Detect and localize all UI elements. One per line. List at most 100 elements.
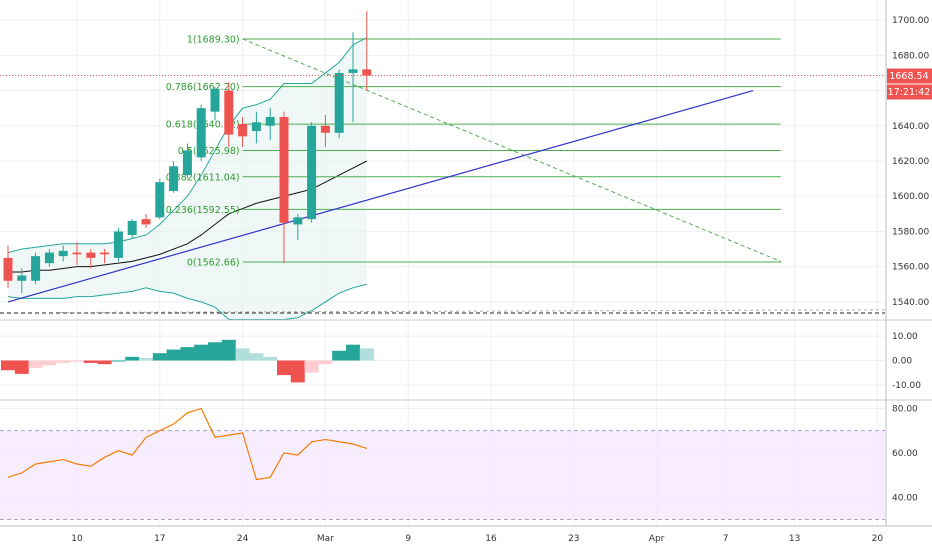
candle-body (293, 217, 303, 225)
histogram-bar (332, 350, 347, 361)
rsi-tick-label: 60.00 (892, 449, 918, 459)
histogram-bar (249, 353, 264, 361)
price-pane[interactable]: 1(1689.30)0.786(1662.20)0.618(1640.92)0.… (0, 11, 886, 321)
projection-dashed-line (59, 309, 886, 313)
candle-body (182, 150, 192, 176)
price-tick-label: 1580.00 (892, 227, 929, 237)
rsi-tick-label: 80.00 (892, 404, 918, 414)
date-tick-label: 24 (237, 534, 249, 544)
histogram-bar (125, 356, 140, 361)
candle-body (155, 182, 165, 218)
candle-body (238, 124, 248, 137)
last-price-badge: 1668.54 (887, 68, 932, 84)
candle-body (210, 88, 220, 112)
candle-body (127, 220, 137, 235)
fib-level-label: 0.382(1611.04) (166, 172, 240, 183)
fib-level-label: 1(1689.30) (187, 34, 240, 45)
fib-level-label: 0(1562.66) (187, 257, 240, 268)
date-tick-label: 7 (723, 534, 729, 544)
histogram-bar (194, 344, 209, 361)
fib-trend-line (242, 38, 781, 262)
histogram-bar (208, 342, 222, 361)
candle-body (348, 69, 358, 73)
histogram-tick-label: 0.00 (892, 357, 912, 367)
fib-level-label: 0.5(1625.98) (178, 146, 240, 157)
fib-level-label: 0.786(1662.20) (166, 82, 240, 93)
last-price-label: 1668.54 (889, 71, 928, 82)
countdown-badge: 17:21:42 (887, 84, 932, 100)
candle-body (279, 116, 289, 223)
candle-body (86, 252, 96, 258)
price-tick-label: 1620.00 (892, 157, 929, 167)
histogram-bar (359, 348, 374, 361)
candle-body (265, 116, 275, 126)
fib-level-label: 0.236(1592.55) (166, 205, 240, 216)
rsi-tick-label: 40.00 (892, 493, 918, 503)
histogram-bar (1, 360, 15, 371)
histogram-bar (70, 360, 84, 362)
candle-body (113, 231, 123, 258)
date-tick-label: 9 (405, 534, 411, 544)
histogram-bar (166, 349, 181, 361)
candle-body (362, 69, 372, 76)
histogram-bar (139, 358, 153, 361)
histogram-tick-label: 10.00 (892, 332, 918, 342)
candle-body (169, 166, 179, 191)
candle-body (141, 219, 151, 225)
histogram-bar (290, 360, 305, 383)
candle-body (196, 108, 206, 158)
histogram-bar (152, 353, 167, 361)
rsi-axis: 80.00 60.00 40.00 (892, 404, 918, 503)
price-tick-label: 1600.00 (892, 192, 929, 202)
date-tick-label: Mar (317, 534, 334, 544)
date-tick-label: 23 (568, 534, 579, 544)
bollinger-band-fill (8, 37, 367, 320)
histogram-bar (235, 348, 250, 361)
candle-body (58, 250, 68, 257)
price-axis: 1700.001680.001660.001640.001620.001600.… (892, 16, 929, 308)
bollinger-upper-line (7, 37, 368, 254)
candle-body (251, 122, 261, 132)
histogram-bar (180, 347, 195, 361)
histogram-bar (42, 360, 57, 366)
candle-body (31, 256, 41, 281)
histogram-bar (97, 360, 112, 365)
rsi-pane[interactable] (0, 407, 885, 521)
date-tick-label: 16 (485, 534, 497, 544)
candle-body (72, 252, 82, 255)
histogram-tick-label: -10.00 (892, 381, 921, 391)
price-tick-label: 1560.00 (892, 263, 929, 273)
histogram-bar (346, 344, 360, 361)
candle-body (334, 72, 344, 133)
histogram-bar (318, 360, 333, 365)
histogram-bar (304, 360, 319, 373)
histogram-bar (56, 360, 71, 363)
histogram-bar (221, 339, 236, 361)
histogram-bar (263, 356, 278, 361)
candle-body (3, 257, 13, 281)
histogram-pane[interactable] (1, 339, 374, 383)
countdown-label: 17:21:42 (888, 87, 931, 98)
histogram-bar (83, 360, 98, 363)
histogram-bar (111, 360, 126, 362)
candle-body (224, 90, 234, 135)
rsi-band-fill (0, 430, 885, 520)
histogram-bar (28, 360, 43, 368)
candle-body (307, 125, 317, 220)
bollinger-lower-line (7, 283, 367, 321)
rsi-line (7, 407, 367, 481)
price-tick-label: 1540.00 (892, 298, 929, 308)
bollinger-middle-line (8, 160, 368, 273)
date-tick-label: 20 (872, 534, 884, 544)
date-tick-label: 13 (789, 534, 800, 544)
candle-body (320, 125, 330, 133)
histogram-axis: 10.00 0.00 -10.00 (892, 332, 921, 391)
support-trendline (7, 89, 754, 303)
price-tick-label: 1700.00 (892, 16, 929, 26)
date-tick-label: 10 (71, 534, 83, 544)
candle-body (17, 275, 27, 281)
histogram-bar (14, 360, 29, 374)
candle-body (100, 252, 110, 255)
